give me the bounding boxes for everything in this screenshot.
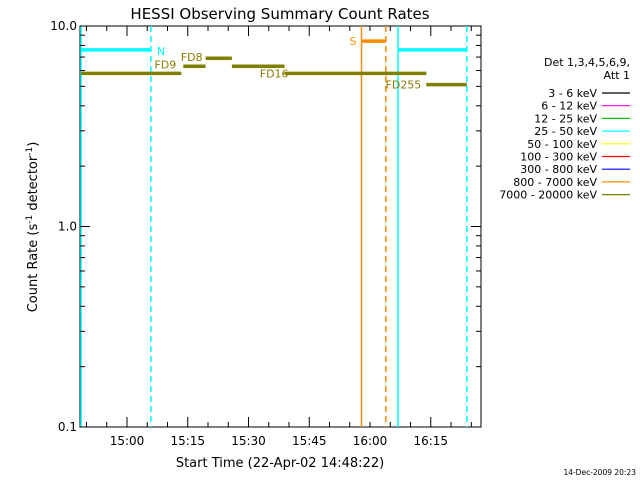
flag-segments [81,39,467,87]
flag-labels: N S FD9 FD8 FD16 FD255 [154,35,421,91]
timestamp: 14-Dec-2009 20:23 [563,468,636,477]
x-axis-label: Start Time (22-Apr-02 14:48:22) [176,456,384,471]
y-axis-label-part: ) [26,142,41,147]
legend-entry-label: 25 - 50 keV [534,125,597,138]
x-tick-label: 16:00 [353,434,388,448]
y-axis-label-part: Count Rate (s [26,224,41,313]
y-tick-label: 1.0 [58,220,77,234]
legend-entry-label: 800 - 7000 keV [513,176,597,189]
flag-label: N [157,45,165,58]
legend-entry-label: 300 - 800 keV [520,163,597,176]
y-tick-label: 0.1 [58,420,77,434]
x-axis: 15:00 15:15 15:30 15:45 16:00 16:15 [85,26,472,448]
legend-entry-label: 100 - 300 keV [520,151,597,164]
x-tick-label: 15:45 [292,434,327,448]
x-tick-label: 15:30 [231,434,266,448]
x-tick-label: 16:15 [413,434,448,448]
y-axis-label-sup: -1 [25,147,35,156]
legend-entry-label: 12 - 25 keV [534,112,597,125]
legend-entry-label: 3 - 6 keV [548,87,597,100]
flag-label: FD9 [154,58,176,71]
flag-label: FD8 [181,51,203,64]
chart-title: HESSI Observing Summary Count Rates [130,5,429,23]
legend-entry-label: 7000 - 20000 keV [499,189,597,202]
boundary-lines [80,26,468,427]
y-axis: 10.0 1.0 0.1 [50,19,481,434]
legend-entry-label: 6 - 12 keV [541,100,597,113]
x-tick-label: 15:00 [110,434,145,448]
y-axis-label: Count Rate (s-1 detector-1) [25,142,41,313]
y-axis-label-sup: -1 [25,215,35,224]
legend-header: Det 1,3,4,5,6,9, [544,56,630,69]
flag-label: FD16 [260,67,289,80]
y-axis-label-part: detector [26,155,41,215]
y-tick-label: 10.0 [50,19,77,33]
legend-entry-label: 50 - 100 keV [527,138,597,151]
flag-label: FD255 [386,79,422,92]
legend-header: Att 1 [604,69,630,82]
x-tick-label: 15:15 [170,434,205,448]
flag-label: S [350,35,357,48]
